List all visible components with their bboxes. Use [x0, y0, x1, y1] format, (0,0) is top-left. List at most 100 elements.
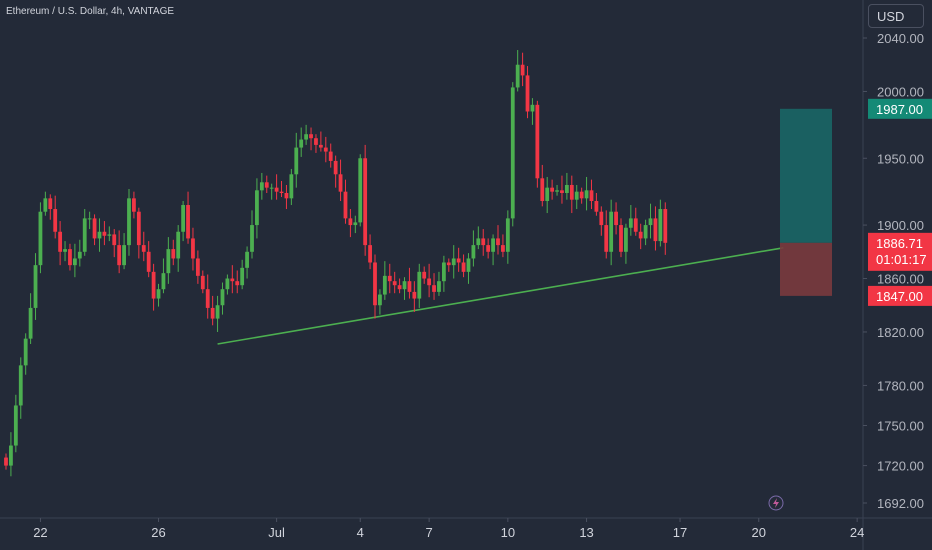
candle — [107, 226, 112, 242]
candle-body — [171, 249, 176, 259]
candle — [328, 143, 333, 168]
candle — [363, 144, 368, 256]
candle-body — [132, 198, 136, 212]
candle — [505, 210, 510, 264]
candle-body — [48, 198, 53, 210]
candle — [53, 195, 58, 239]
candle-body — [604, 225, 609, 252]
y-tick-label: 2000.00 — [877, 84, 924, 99]
candle — [491, 234, 495, 266]
candle-body — [427, 278, 432, 286]
candle-body — [38, 211, 43, 266]
candle-body — [412, 291, 417, 299]
x-tick-label: 20 — [752, 525, 766, 540]
candle — [530, 98, 535, 125]
candle — [77, 239, 82, 267]
candle — [432, 273, 436, 300]
candle — [215, 295, 220, 332]
candle — [540, 164, 545, 207]
candle-body — [451, 258, 456, 266]
candle-body — [338, 174, 343, 192]
candle — [638, 223, 643, 250]
x-tick-label: 13 — [579, 525, 593, 540]
candle-body — [653, 218, 658, 242]
candle-body — [407, 281, 412, 292]
x-tick-label: 4 — [357, 525, 364, 540]
lightning-icon[interactable] — [768, 495, 784, 511]
candle — [314, 134, 318, 153]
candle-body — [486, 245, 491, 252]
candle — [604, 210, 609, 259]
candle-body — [53, 209, 58, 232]
candle — [171, 239, 176, 266]
candle — [176, 225, 181, 272]
candle-body — [471, 245, 476, 259]
candle-body — [18, 365, 23, 406]
candle — [127, 188, 131, 256]
candle-body — [569, 184, 574, 200]
candle-body — [353, 222, 358, 226]
candle — [28, 293, 33, 344]
candle-body — [589, 190, 594, 202]
candle-body — [564, 184, 569, 193]
candle-body — [151, 271, 156, 299]
candle — [250, 210, 254, 259]
candle — [38, 202, 43, 274]
candle-body — [279, 191, 284, 193]
candle-body — [122, 245, 126, 266]
candle — [510, 82, 515, 227]
candle-body — [250, 225, 254, 252]
candle-body — [314, 138, 318, 145]
candle-body — [264, 182, 269, 188]
target-price-label-bg — [868, 98, 932, 119]
candle-body — [156, 289, 161, 299]
candle — [186, 191, 190, 244]
candle — [624, 223, 628, 264]
candle-body — [432, 285, 436, 292]
candle — [13, 394, 18, 453]
candle — [446, 258, 451, 272]
loss-zone[interactable] — [780, 242, 832, 296]
candle-body — [363, 158, 368, 246]
candle-body — [491, 238, 495, 252]
candle-body — [289, 174, 294, 199]
candle-body — [181, 205, 186, 232]
candle — [4, 453, 8, 470]
candle — [628, 205, 633, 236]
candle — [274, 174, 279, 200]
candle-body — [461, 262, 466, 272]
current-price-label-text: 1886.71 — [876, 236, 923, 251]
candle-body — [392, 281, 397, 286]
candle — [304, 124, 309, 145]
candle — [525, 66, 530, 119]
candle-body — [23, 338, 28, 366]
profit-zone[interactable] — [780, 108, 832, 243]
candle — [63, 241, 67, 262]
candle — [501, 234, 505, 258]
candle — [205, 274, 210, 319]
chart-title: Ethereum / U.S. Dollar, 4h, VANTAGE — [6, 6, 175, 17]
candle-body — [624, 227, 628, 252]
candle-body — [609, 211, 614, 252]
candle-body — [191, 238, 195, 259]
candle-body — [13, 405, 18, 446]
candle-body — [663, 209, 668, 243]
support-trendline[interactable] — [217, 246, 784, 345]
candle-body — [638, 231, 643, 239]
candle-body — [82, 218, 87, 252]
candle — [230, 265, 235, 294]
candle-body — [63, 249, 67, 252]
currency-button[interactable]: USD — [868, 4, 924, 28]
candle-body — [127, 198, 131, 246]
candle-body — [510, 87, 515, 219]
candle — [658, 199, 663, 247]
candle — [122, 233, 126, 270]
candle — [653, 206, 658, 251]
candle-body — [28, 307, 33, 339]
candle-body — [220, 289, 225, 306]
candle-body — [579, 191, 584, 199]
candle — [245, 246, 249, 279]
x-tick-label: 26 — [151, 525, 165, 540]
candle — [476, 226, 481, 250]
